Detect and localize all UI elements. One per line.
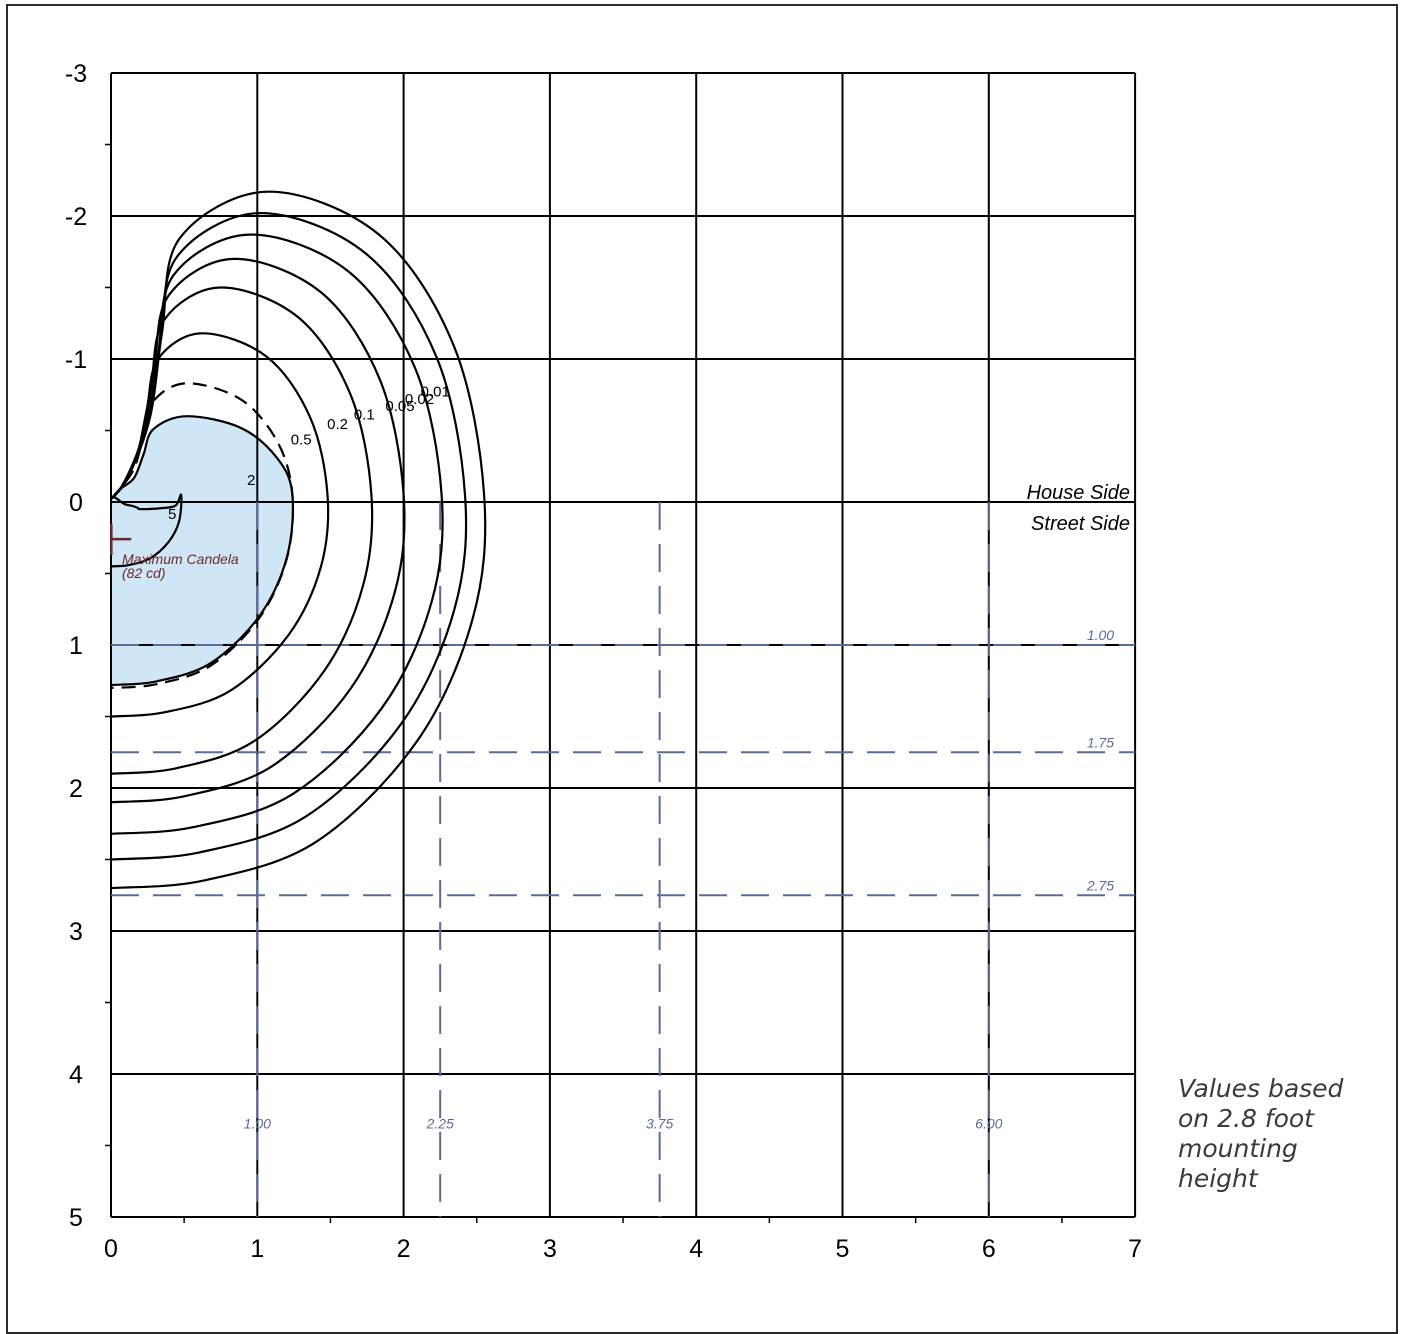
contour-label: 0.02	[405, 391, 434, 408]
y-tick-label: -2	[65, 203, 87, 231]
note-line: on 2.8 foot	[1178, 1104, 1314, 1133]
reference-label-vertical: 3.75	[646, 1115, 673, 1131]
contour-line	[110, 257, 406, 804]
contour-label: 0.01	[421, 383, 450, 400]
x-tick-label: 7	[1128, 1235, 1142, 1263]
contour-label: 0.1	[354, 406, 375, 423]
y-tick-label: 0	[69, 489, 83, 517]
note-line: height	[1178, 1164, 1258, 1193]
y-tick-label: 5	[69, 1204, 83, 1232]
shaded-2fc-region	[111, 416, 293, 685]
y-tick-label: -3	[65, 60, 87, 88]
reference-label-horizontal: 1.00	[1087, 627, 1114, 643]
y-tick-label: 2	[69, 775, 83, 803]
y-tick-label: 3	[69, 918, 83, 946]
y-tick-label: 1	[69, 632, 83, 660]
note-line: mounting	[1178, 1134, 1298, 1163]
reference-label-vertical: 2.25	[426, 1115, 454, 1131]
contour-line	[110, 332, 330, 718]
reference-label-horizontal: 2.75	[1086, 877, 1114, 893]
contour-line	[110, 493, 183, 568]
contour-label: 0.5	[291, 432, 312, 449]
house-side-label: House Side	[1027, 482, 1130, 504]
contour-line	[110, 382, 295, 689]
max-candela-label: Maximum Candela	[122, 551, 239, 567]
x-tick-label: 6	[982, 1235, 996, 1263]
contour-line	[110, 233, 444, 835]
reference-label-horizontal: 1.75	[1087, 734, 1114, 750]
chart-labels: House Side Street Side Maximum Candela (…	[65, 60, 1142, 1263]
contour-label: 0.2	[327, 416, 348, 433]
mounting-height-note: Values based on 2.8 foot mounting height	[1178, 1074, 1378, 1194]
y-tick-label: 4	[69, 1061, 83, 1089]
contour-label: 5	[168, 506, 176, 523]
grid	[105, 72, 1137, 1223]
contour-label: 2	[247, 472, 255, 489]
shaded-region	[111, 416, 293, 685]
note-line: Values based	[1178, 1074, 1344, 1103]
x-tick-label: 5	[836, 1235, 850, 1263]
x-tick-label: 3	[543, 1235, 557, 1263]
x-tick-label: 1	[250, 1235, 264, 1263]
reference-label-vertical: 6.00	[975, 1115, 1002, 1131]
reference-label-vertical: 1.00	[244, 1115, 271, 1131]
reference-lines	[111, 502, 1136, 1217]
x-tick-label: 4	[689, 1235, 703, 1263]
x-tick-label: 0	[104, 1235, 118, 1263]
max-candela-value: (82 cd)	[122, 565, 166, 581]
contour-line	[110, 415, 295, 687]
street-side-label: Street Side	[1031, 513, 1130, 535]
y-tick-label: -1	[65, 346, 87, 374]
contour-label: 0.05	[385, 398, 414, 415]
contours	[110, 190, 487, 890]
x-tick-label: 2	[397, 1235, 411, 1263]
